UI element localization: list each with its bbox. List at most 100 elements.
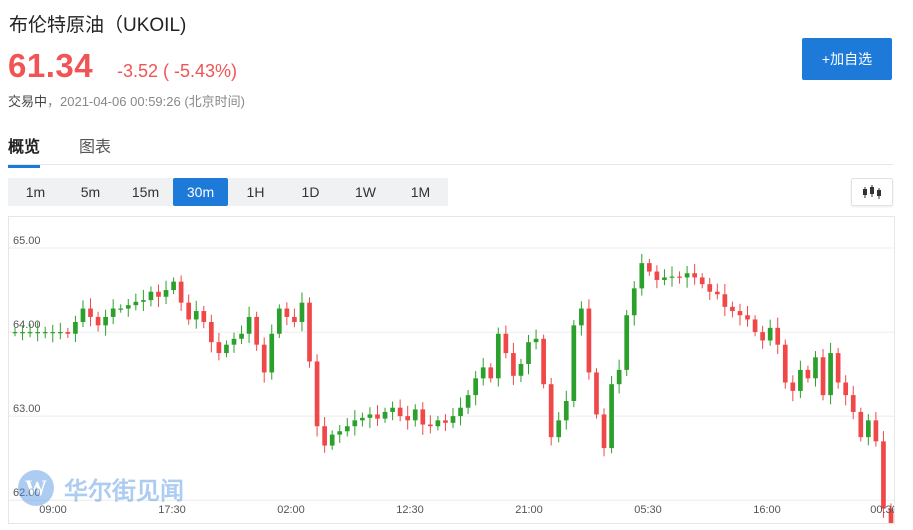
candle-body [20, 332, 25, 334]
candle-body [594, 372, 599, 415]
x-tick-label: 17:30 [158, 504, 186, 516]
candle-body [156, 291, 161, 297]
add-watchlist-button[interactable]: +加自选 [802, 38, 892, 80]
x-tick-label: 09:00 [39, 504, 67, 516]
quote-timestamp: ，2021-04-06 00:59:26 (北京时间) [47, 94, 245, 109]
candle-body [352, 420, 358, 427]
candle-body [669, 276, 675, 278]
candle-body [488, 367, 494, 379]
candle-body [360, 417, 365, 421]
candle-body [714, 291, 720, 295]
candle-body [579, 308, 584, 326]
candlestick-icon [863, 185, 881, 199]
candle-body [405, 416, 411, 421]
candle-body [299, 302, 305, 322]
tab-chart[interactable]: 图表 [79, 139, 112, 156]
candle-body [458, 407, 463, 417]
candle-body [518, 364, 524, 376]
candle-body [465, 395, 471, 408]
y-tick-label: 65.00 [13, 235, 41, 247]
candle-body [12, 332, 18, 334]
candle-body [511, 353, 516, 376]
candle-body [397, 407, 403, 417]
tab-overview[interactable]: 概览 [8, 133, 41, 168]
candle-body [654, 271, 660, 280]
candle-body [563, 401, 569, 421]
interval-1mo[interactable]: 1M [410, 184, 431, 200]
price-change: -3.52 ( -5.43%) [117, 61, 238, 81]
x-tick-label: 12:30 [396, 504, 424, 516]
candle-body [428, 424, 433, 427]
candle-body [548, 384, 554, 438]
y-tick-label: 63.00 [13, 403, 41, 415]
candle-body [790, 382, 796, 391]
candle-body [133, 301, 139, 306]
candle-body [329, 434, 335, 446]
candle-body [745, 315, 750, 320]
candle-body [57, 332, 63, 334]
chart-type-button[interactable] [851, 178, 893, 206]
candle-body [737, 311, 743, 316]
candle-body [601, 414, 607, 449]
candle-body [390, 407, 395, 412]
candlestick-chart[interactable]: 65.00 64.00 63.00 62.00 09:00 17:30 02:00 12:30… [9, 217, 894, 523]
interval-1d[interactable]: 1D [301, 184, 320, 200]
candle-body [782, 344, 788, 383]
candle-body [828, 353, 833, 396]
trading-status: 交易中，2021-04-06 00:59:26 (北京时间) [8, 91, 245, 110]
candle-body [231, 338, 237, 345]
candle-body [178, 281, 184, 303]
candle-body [873, 420, 879, 442]
candle-body [375, 414, 380, 419]
candle-body [450, 416, 456, 423]
candle-body [246, 316, 252, 334]
candle-body [609, 384, 614, 449]
candle-body [722, 294, 728, 307]
candle-body [216, 342, 222, 354]
candle-body [752, 319, 758, 333]
candle-body [420, 409, 426, 425]
interval-15m[interactable]: 15m [131, 184, 160, 200]
candle-body [163, 290, 169, 297]
interval-1m[interactable]: 1m [25, 184, 46, 200]
interval-1w[interactable]: 1W [355, 184, 376, 200]
candle-body [503, 333, 509, 354]
interval-30m[interactable]: 30m [173, 178, 228, 206]
candle-body [805, 369, 811, 379]
candle-body [480, 367, 486, 379]
candle-body [141, 300, 146, 302]
candle-body [201, 311, 207, 322]
x-tick-label: 21:00 [515, 504, 543, 516]
candle-body [209, 321, 214, 343]
candle-body [866, 420, 871, 438]
candle-body [858, 411, 864, 438]
candle-body [631, 288, 637, 316]
candle-body [881, 441, 886, 509]
y-tick-label: 62.00 [13, 487, 41, 499]
interval-5m[interactable]: 5m [80, 184, 101, 200]
candle-body [239, 333, 244, 339]
candle-body [684, 273, 690, 278]
watermark-logo: W [18, 470, 54, 506]
y-tick-label: 64.00 [13, 319, 41, 331]
candle-body [624, 315, 630, 370]
candle-body [148, 291, 154, 301]
candle-body [367, 414, 373, 418]
x-tick-label: 00:30 [870, 504, 894, 516]
candle-body [42, 332, 48, 334]
candle-body [261, 344, 267, 373]
candle-body [677, 276, 682, 278]
price-chart[interactable]: 65.00 64.00 63.00 62.00 09:00 17:30 02:00 12:30… [8, 216, 895, 524]
candle-body [662, 277, 667, 280]
candle-body [730, 306, 735, 312]
candle-body [495, 333, 501, 379]
candle-body [269, 333, 275, 373]
candle-body [616, 369, 622, 385]
candle-body [95, 316, 101, 326]
interval-1h[interactable]: 1H [246, 184, 265, 200]
watermark-text: 华尔街见闻 [64, 475, 184, 505]
candle-body [843, 382, 849, 396]
candle-body [276, 308, 282, 334]
instrument-title: 布伦特原油（UKOIL) [9, 15, 187, 36]
candle-body [193, 311, 199, 320]
